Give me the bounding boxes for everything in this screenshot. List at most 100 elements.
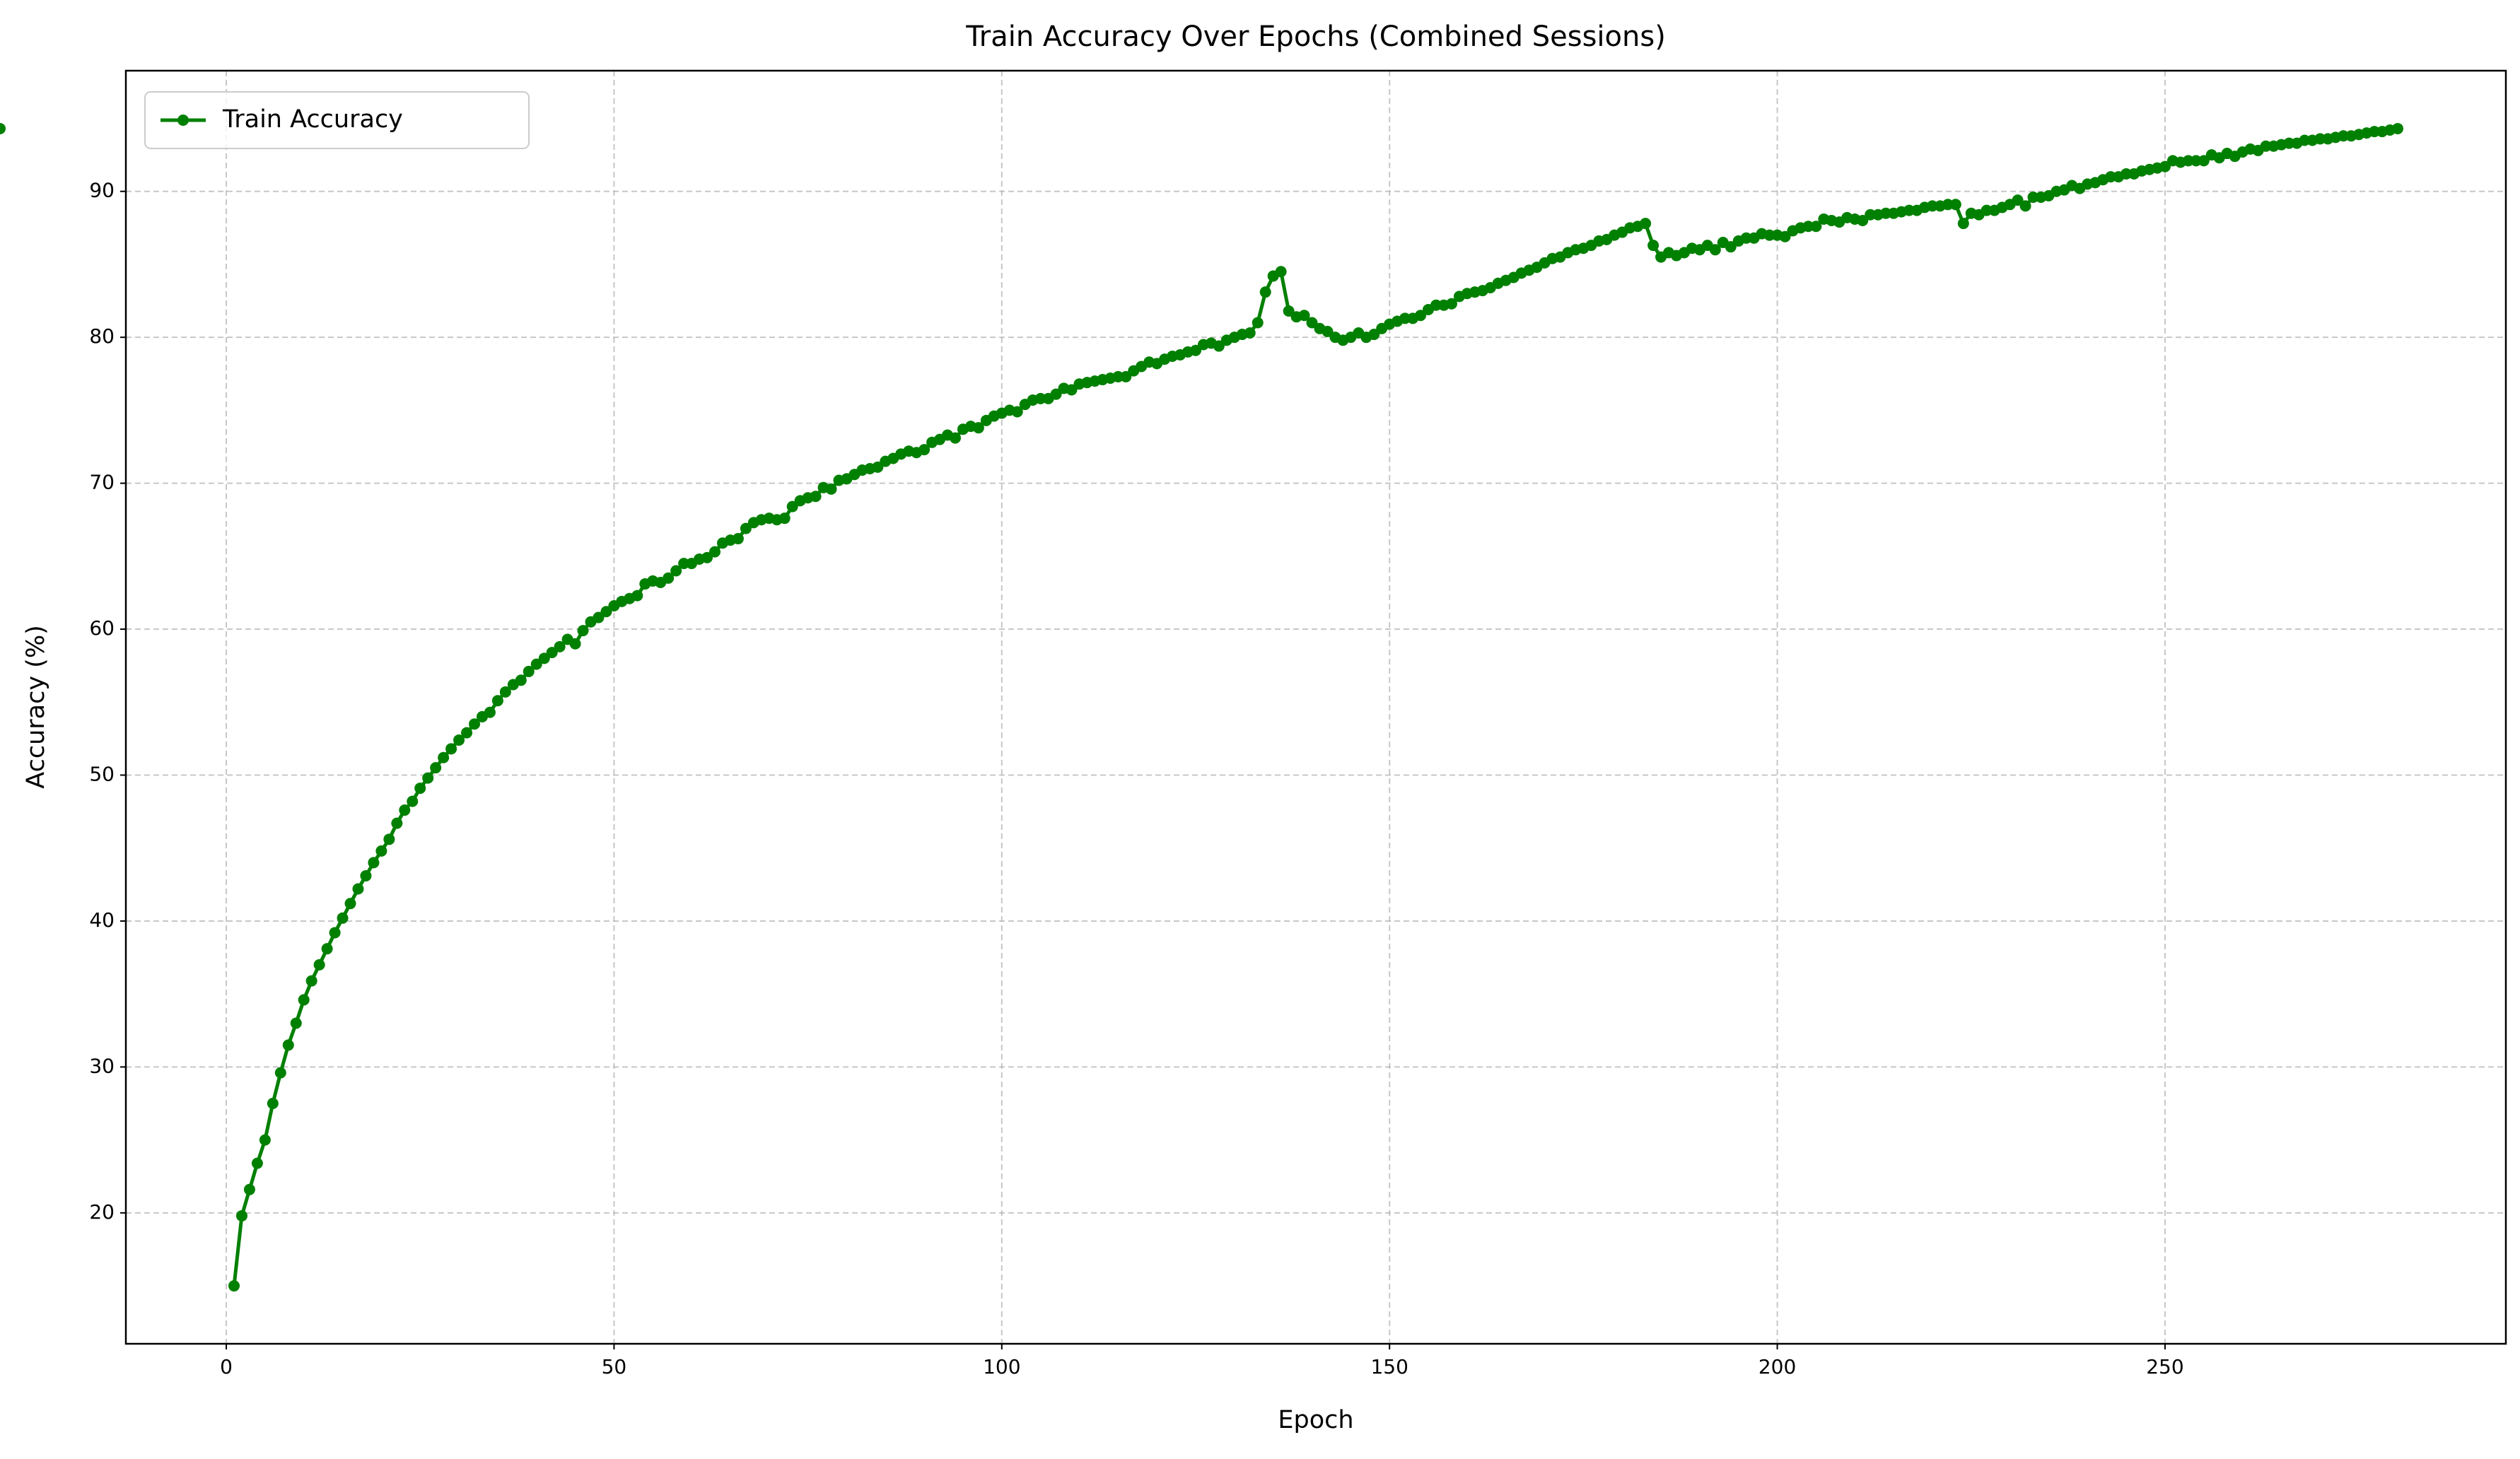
x-tick-label: 50 [602,1355,627,1378]
data-point [243,1183,255,1195]
data-point [1810,221,1822,233]
data-point [515,674,527,686]
data-point [631,590,643,602]
legend-box [144,91,530,149]
legend-label: Train Accuracy [222,105,403,134]
data-point [1430,299,1442,311]
data-point [786,500,798,512]
data-point [0,122,6,134]
data-point [1949,199,1961,211]
data-point [274,1067,286,1079]
data-point [235,1209,247,1221]
data-point [1957,218,1969,230]
data-point [1942,199,1954,211]
data-point [344,898,356,910]
data-point [600,606,612,618]
y-tick-label: 40 [89,908,115,932]
data-point [1647,240,1659,252]
data-point [430,762,442,774]
data-point [1903,204,1915,216]
data-point [593,611,605,623]
data-point [1112,370,1124,382]
data-point [313,959,325,971]
data-point [2190,155,2202,167]
data-point [2299,134,2311,146]
data-point [422,772,434,784]
data-point [2105,171,2117,183]
data-point [678,558,690,570]
y-tick-label: 50 [89,762,115,785]
data-point [2019,200,2031,212]
y-tick-label: 30 [89,1054,115,1077]
data-point [2198,155,2210,167]
data-point [1725,241,1737,253]
data-point [360,869,372,881]
data-point [1926,200,1938,212]
data-point [1415,310,1427,322]
data-point [1050,388,1062,400]
legend-marker [177,115,189,126]
data-point [523,665,535,677]
data-point [2369,126,2381,138]
data-point [1275,266,1287,278]
data-point [1306,317,1318,329]
data-point [1802,221,1814,233]
x-tick-label: 100 [983,1355,1020,1378]
data-point [1880,207,1892,219]
data-point [554,640,566,652]
data-point [298,994,310,1006]
y-tick-label: 70 [89,471,115,494]
data-point [1865,209,1877,221]
data-point [577,625,589,637]
data-point [461,727,473,739]
data-point [491,695,503,707]
data-point [972,422,984,434]
data-point [530,658,542,670]
data-point [453,734,465,746]
data-point [778,512,791,525]
data-point [872,461,884,473]
data-point [228,1280,240,1292]
data-point [1709,244,1721,256]
data-point [918,444,931,456]
x-tick-label: 0 [220,1355,233,1378]
chart-title: Train Accuracy Over Epochs (Combined Ses… [965,20,1666,53]
y-axis-label: Accuracy (%) [22,625,50,788]
data-point [1190,344,1201,356]
data-point [1298,310,1310,322]
data-point [1763,229,1775,241]
data-point [1011,406,1023,418]
data-point [2260,140,2272,152]
data-point [538,652,550,664]
data-point [1445,298,1457,310]
data-point [740,522,752,534]
data-point [1399,312,1411,324]
data-point [950,432,961,444]
data-point [337,912,349,924]
data-point [1244,327,1256,339]
data-point [2182,155,2194,167]
x-tick-label: 200 [1758,1355,1796,1378]
data-point [1213,340,1225,352]
data-point [1857,215,1869,227]
data-point [305,975,317,987]
data-point [391,817,403,829]
data-point [1740,232,1752,244]
data-point [469,718,480,730]
data-point [2121,168,2133,180]
data-point [407,795,419,807]
data-point [321,943,333,955]
data-point [663,572,675,584]
data-point [445,743,457,755]
data-point [251,1157,263,1169]
data-point [259,1134,271,1146]
data-point [1322,325,1334,337]
data-point [2392,122,2403,134]
data-point [2027,191,2039,203]
data-point [1640,218,1652,230]
data-point [1283,305,1295,317]
x-axis-label: Epoch [1278,1406,1353,1434]
data-point [2012,194,2024,206]
data-point [267,1097,279,1109]
